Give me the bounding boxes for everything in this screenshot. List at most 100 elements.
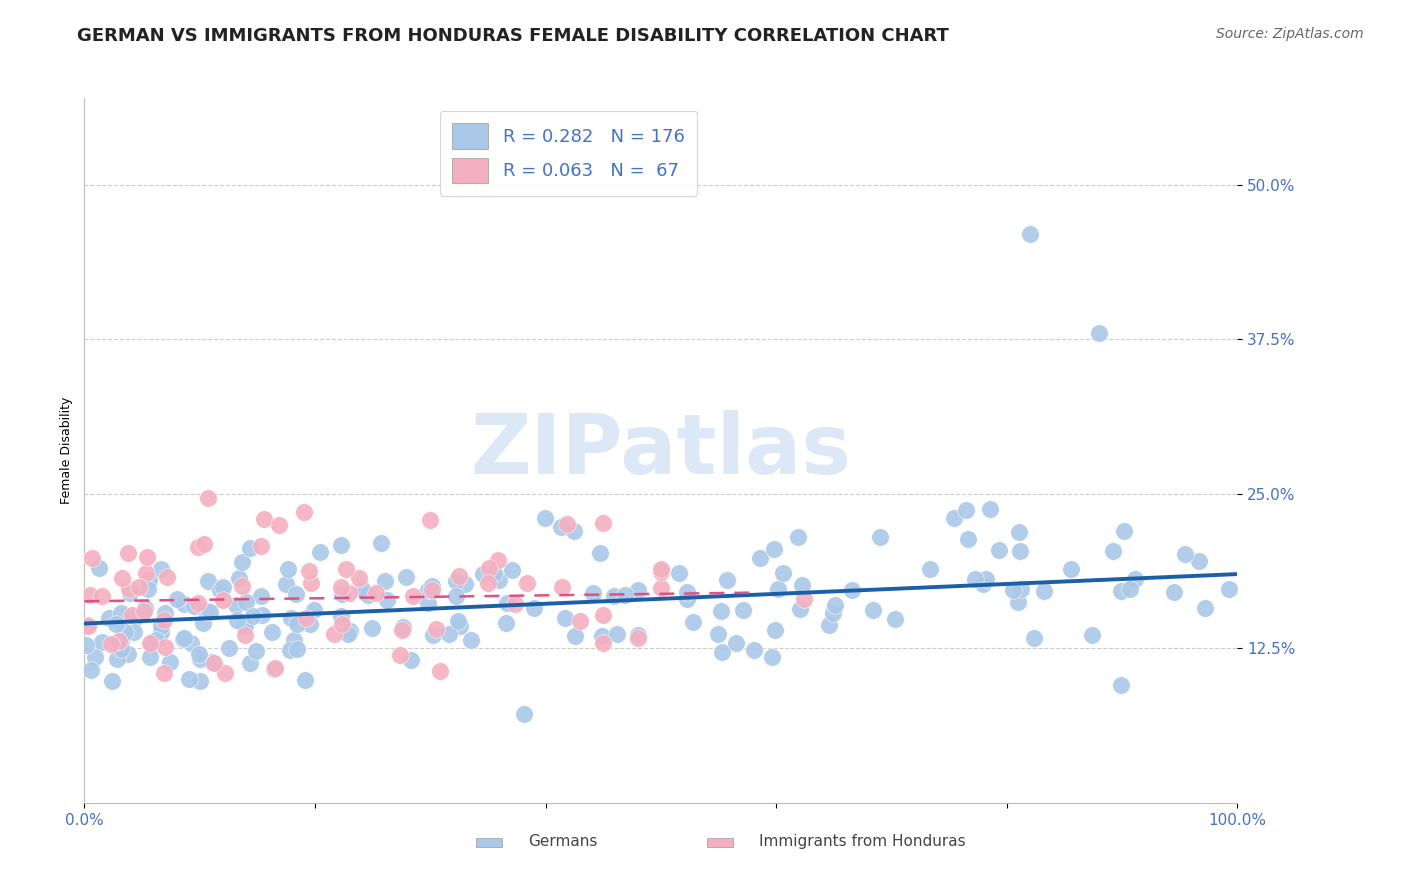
Point <box>668 566 690 580</box>
Point <box>551 581 574 595</box>
Point <box>592 636 614 650</box>
Point <box>742 643 765 657</box>
Point <box>180 636 202 650</box>
Point <box>124 609 146 624</box>
Point <box>1088 326 1111 340</box>
Point <box>763 624 786 638</box>
Point <box>772 566 794 581</box>
Point <box>534 511 557 525</box>
Point <box>569 614 592 628</box>
Point <box>330 609 353 624</box>
Point <box>627 583 650 598</box>
Point <box>100 674 122 689</box>
Point <box>824 598 846 612</box>
Point <box>149 619 172 633</box>
Point <box>495 615 517 630</box>
Point <box>1194 601 1216 615</box>
Point <box>322 627 344 641</box>
Point <box>253 512 276 526</box>
Point <box>724 636 747 650</box>
Point <box>90 589 112 603</box>
Point <box>1001 583 1024 598</box>
Point <box>135 566 157 580</box>
Point <box>329 580 352 594</box>
Text: ZIPatlas: ZIPatlas <box>471 410 851 491</box>
Point <box>77 618 100 632</box>
Point <box>418 582 440 597</box>
Point <box>496 596 519 610</box>
Point <box>277 562 299 576</box>
Point <box>402 589 425 603</box>
Point <box>425 622 447 636</box>
Point <box>209 582 232 597</box>
Point <box>554 611 576 625</box>
Point <box>111 571 134 585</box>
Y-axis label: Female Disability: Female Disability <box>60 397 73 504</box>
Point <box>298 565 321 579</box>
Point <box>841 583 863 598</box>
Point <box>80 551 103 566</box>
Point <box>110 606 132 620</box>
Point <box>145 632 167 647</box>
Point <box>416 596 439 610</box>
Point <box>420 582 443 597</box>
Point <box>77 619 100 633</box>
Point <box>233 618 256 632</box>
Point <box>1123 573 1146 587</box>
Point <box>231 578 253 592</box>
Point <box>1218 582 1240 596</box>
Point <box>650 581 672 595</box>
Point <box>149 624 172 639</box>
Point <box>1022 632 1045 646</box>
Point <box>100 637 122 651</box>
Point <box>361 621 384 635</box>
Point <box>97 611 120 625</box>
Point <box>399 653 422 667</box>
Point <box>173 598 195 612</box>
Point <box>444 574 467 589</box>
Point <box>790 578 813 592</box>
Point <box>766 582 789 596</box>
Point <box>138 574 160 588</box>
Point <box>374 574 396 589</box>
Point <box>486 553 509 567</box>
Point <box>557 516 579 531</box>
Point <box>212 593 235 607</box>
Point <box>761 649 783 664</box>
Point <box>117 546 139 560</box>
Point <box>357 588 380 602</box>
Point <box>330 617 353 632</box>
Point <box>136 550 159 565</box>
Point <box>422 628 444 642</box>
Point <box>1187 554 1209 568</box>
Point <box>295 611 318 625</box>
Point <box>299 576 322 591</box>
Point <box>395 570 418 584</box>
Point <box>132 604 155 618</box>
Point <box>350 582 373 597</box>
Point <box>193 616 215 631</box>
Point <box>214 666 236 681</box>
Point <box>250 608 273 623</box>
Point <box>793 591 815 606</box>
Point <box>763 541 786 556</box>
Point <box>330 538 353 552</box>
Point <box>280 611 302 625</box>
Point <box>862 603 884 617</box>
Point <box>516 576 538 591</box>
Point <box>883 612 905 626</box>
Point <box>155 606 177 620</box>
Point <box>444 590 467 604</box>
Point <box>153 640 176 655</box>
Point <box>710 644 733 658</box>
Point <box>1081 628 1104 642</box>
Point <box>976 573 998 587</box>
Point <box>235 618 257 632</box>
Point <box>201 655 224 669</box>
Point <box>676 584 699 599</box>
Point <box>114 624 136 639</box>
Point <box>1119 582 1142 597</box>
Point <box>482 566 505 580</box>
Point <box>821 606 844 620</box>
Point <box>676 591 699 606</box>
